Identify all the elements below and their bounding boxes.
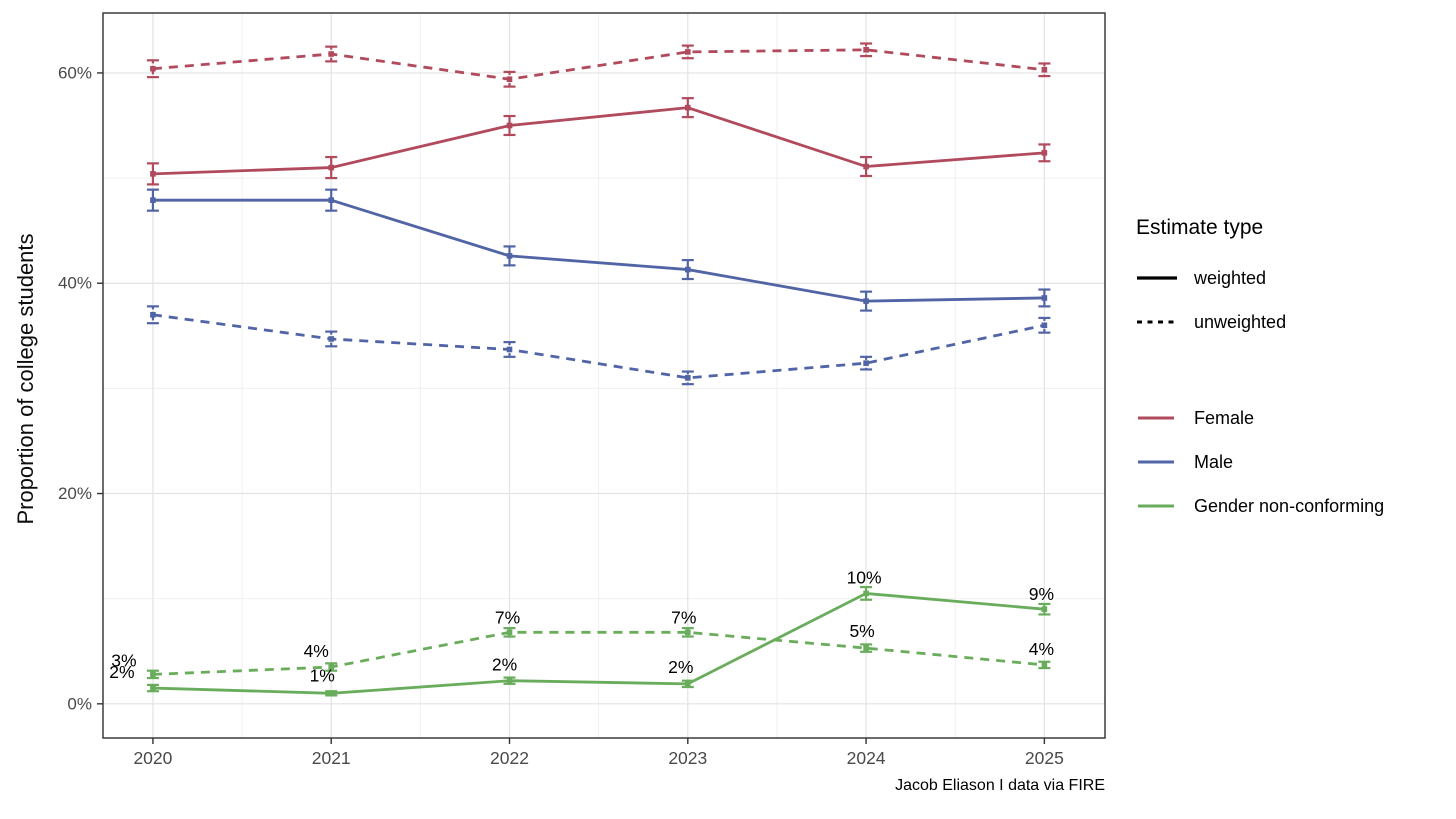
legend-color-group: Female Male Gender non-conforming xyxy=(1136,396,1456,528)
legend-item-label: Female xyxy=(1194,407,1255,428)
y-tick-label: 60% xyxy=(58,63,92,82)
series-male-weighted xyxy=(146,188,1051,312)
data-point xyxy=(684,681,691,687)
legend-item-male: Male xyxy=(1136,440,1456,484)
data-point xyxy=(863,163,869,170)
data-point xyxy=(1041,295,1048,301)
series-female-unweighted xyxy=(146,42,1051,88)
data-point-label: 7% xyxy=(671,607,696,627)
data-point-label: 4% xyxy=(1029,639,1054,659)
data-point xyxy=(328,690,335,697)
y-tick-label: 40% xyxy=(58,274,92,293)
data-point-label: 2% xyxy=(668,657,693,677)
point-labels: 3% 4% 7% 7% 5% 4% 2% 1% 2% 2% 10% 9% xyxy=(109,567,1054,685)
gender-non-conforming-line-icon xyxy=(1136,502,1178,510)
data-point xyxy=(506,346,513,353)
data-point xyxy=(506,122,513,129)
legend-item-label: Male xyxy=(1194,451,1234,472)
data-point xyxy=(328,164,335,171)
data-point xyxy=(1041,606,1048,612)
legend-item-unweighted: unweighted xyxy=(1136,300,1456,344)
female-line-icon xyxy=(1136,414,1178,422)
solid-line-icon xyxy=(1136,274,1178,282)
y-axis-title: Proportion of college students xyxy=(13,233,38,525)
legend-item-female: Female xyxy=(1136,396,1456,440)
data-point xyxy=(150,671,156,678)
panel-background xyxy=(103,13,1105,738)
data-point xyxy=(1041,662,1048,668)
data-point xyxy=(506,76,513,83)
chart-caption: Jacob Eliason I data via FIRE xyxy=(895,777,1105,794)
legend-item-weighted: weighted xyxy=(1136,256,1456,300)
data-point xyxy=(150,197,156,203)
data-point xyxy=(150,311,156,318)
y-tick-label: 0% xyxy=(67,694,92,713)
data-point xyxy=(1041,150,1048,156)
x-tick-label: 2025 xyxy=(1025,748,1064,768)
legend-item-label: Gender non-conforming xyxy=(1194,495,1385,516)
legend: Estimate type weighted unweighted Female xyxy=(1136,216,1456,528)
grid-minor xyxy=(103,13,1105,738)
data-point xyxy=(863,298,869,304)
data-point xyxy=(863,360,869,366)
data-point-label: 7% xyxy=(495,607,520,627)
data-point xyxy=(150,65,156,72)
data-point xyxy=(684,104,691,111)
data-point xyxy=(1041,66,1048,73)
data-point xyxy=(150,685,156,691)
data-point xyxy=(328,336,335,342)
data-point xyxy=(328,197,335,203)
axis-ticks-and-labels: 0% 20% 40% 60% 2020 2021 2022 2023 2024 2025 xyxy=(58,63,1064,768)
data-point xyxy=(863,590,869,597)
data-point xyxy=(328,664,335,670)
series-male-unweighted xyxy=(146,305,1051,386)
x-tick-label: 2024 xyxy=(847,748,886,768)
data-point-label: 3% xyxy=(111,650,136,670)
data-point-label: 2% xyxy=(492,655,517,675)
legend-title: Estimate type xyxy=(1136,216,1264,239)
data-point-label: 9% xyxy=(1029,584,1054,604)
male-line-icon xyxy=(1136,458,1178,466)
dashed-line-icon xyxy=(1136,318,1178,326)
x-tick-label: 2023 xyxy=(668,748,707,768)
grid-major xyxy=(103,13,1105,738)
data-point xyxy=(684,49,691,55)
data-point xyxy=(328,51,335,57)
x-tick-label: 2020 xyxy=(133,748,172,768)
data-point xyxy=(506,629,513,636)
data-point xyxy=(863,47,869,53)
data-point-label: 10% xyxy=(847,567,882,587)
x-tick-label: 2021 xyxy=(312,748,351,768)
data-point-label: 1% xyxy=(310,665,335,685)
data-point xyxy=(1041,322,1048,329)
data-point xyxy=(506,677,513,684)
legend-item-label: unweighted xyxy=(1194,311,1287,332)
series-gender-non-conforming-unweighted xyxy=(146,627,1051,680)
legend-item-label: weighted xyxy=(1194,267,1267,288)
data-point xyxy=(684,629,691,636)
series-female-weighted xyxy=(146,97,1051,186)
data-point xyxy=(684,375,691,381)
data-point xyxy=(506,253,513,259)
data-point xyxy=(684,266,691,273)
data-point-label: 5% xyxy=(849,621,874,641)
data-point xyxy=(150,171,156,177)
panel-border xyxy=(102,12,1106,739)
series-gender-non-conforming-weighted xyxy=(146,586,1051,697)
x-tick-label: 2022 xyxy=(490,748,529,768)
data-point-label: 4% xyxy=(304,641,329,661)
data-point-label: 2% xyxy=(109,662,134,682)
data-point xyxy=(863,645,869,651)
y-tick-label: 20% xyxy=(58,484,92,503)
legend-item-gender-non-conforming: Gender non-conforming xyxy=(1136,484,1456,528)
